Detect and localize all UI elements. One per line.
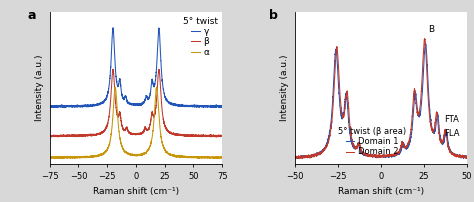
β	[219, 135, 225, 138]
γ	[77, 105, 82, 107]
β	[110, 68, 116, 70]
γ	[113, 75, 119, 77]
β	[197, 134, 203, 137]
α	[120, 148, 126, 150]
Domain 1	[371, 156, 377, 158]
Domain 2	[464, 157, 470, 159]
β	[120, 128, 126, 131]
X-axis label: Raman shift (cm⁻¹): Raman shift (cm⁻¹)	[93, 186, 179, 196]
Line: β: β	[50, 69, 222, 137]
Text: b: b	[269, 9, 278, 22]
α	[219, 156, 225, 158]
Domain 2	[299, 158, 305, 160]
Line: γ: γ	[50, 28, 222, 108]
Domain 2	[422, 38, 428, 40]
Domain 2	[459, 155, 465, 157]
β	[77, 134, 82, 137]
Y-axis label: Intensity (a.u.): Intensity (a.u.)	[35, 55, 44, 121]
α	[113, 89, 119, 92]
Domain 1	[464, 156, 470, 158]
Domain 2	[292, 157, 297, 159]
Line: α: α	[50, 87, 222, 158]
β	[66, 135, 72, 137]
α	[67, 156, 73, 159]
α	[77, 156, 82, 158]
Line: Domain 1: Domain 1	[294, 42, 467, 159]
Domain 1	[428, 116, 433, 118]
Y-axis label: Intensity (a.u.): Intensity (a.u.)	[280, 55, 289, 121]
Text: FTA: FTA	[445, 115, 459, 124]
Legend: Domain 1, Domain 2: Domain 1, Domain 2	[338, 127, 406, 156]
Text: FLA: FLA	[445, 129, 460, 138]
β	[216, 135, 222, 137]
β	[47, 136, 53, 138]
X-axis label: Raman shift (cm⁻¹): Raman shift (cm⁻¹)	[337, 186, 424, 196]
Legend: γ, β, α: γ, β, α	[182, 17, 218, 57]
Domain 1	[293, 158, 299, 160]
γ	[198, 104, 203, 107]
Domain 1	[423, 41, 428, 44]
α	[154, 86, 160, 88]
α	[58, 157, 64, 160]
Domain 1	[301, 155, 306, 157]
Domain 1	[459, 155, 465, 157]
γ	[67, 105, 73, 108]
Domain 1	[459, 156, 465, 158]
Domain 2	[301, 156, 306, 158]
β	[113, 104, 119, 107]
α	[47, 157, 53, 159]
Line: Domain 2: Domain 2	[294, 39, 467, 159]
α	[216, 156, 222, 159]
γ	[219, 105, 225, 108]
γ	[120, 97, 126, 100]
Domain 1	[292, 156, 297, 158]
Text: a: a	[27, 9, 36, 22]
Domain 1	[375, 155, 381, 157]
Domain 2	[371, 154, 377, 157]
β	[214, 136, 219, 138]
Domain 2	[459, 156, 465, 158]
γ	[62, 106, 68, 109]
α	[198, 156, 203, 158]
γ	[110, 27, 116, 29]
γ	[47, 105, 53, 107]
γ	[216, 105, 222, 107]
Domain 2	[375, 155, 381, 158]
Domain 2	[428, 120, 433, 123]
Text: B: B	[428, 25, 434, 34]
